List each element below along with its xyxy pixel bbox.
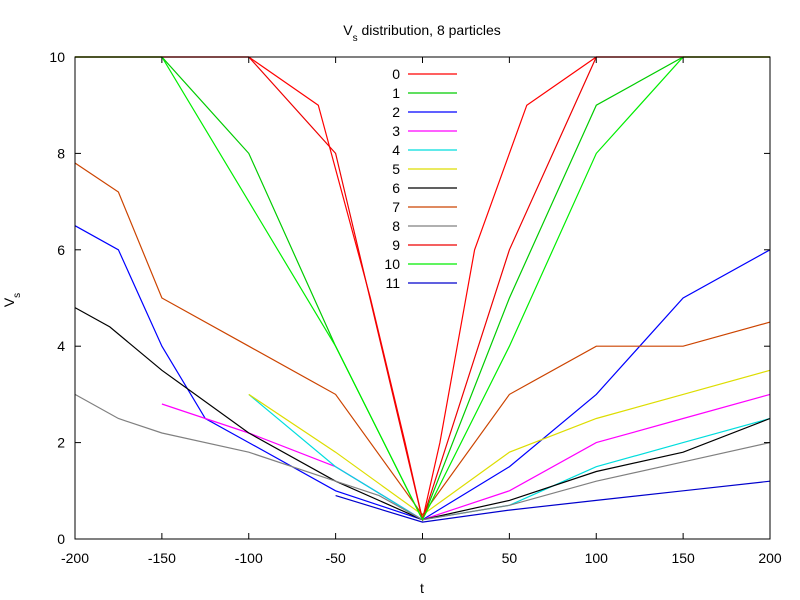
series-line-6 [74, 307, 771, 521]
series-line-3 [161, 393, 771, 521]
x-ticks: -200 -150 -100 -50 0 50 100 150 200 [61, 57, 782, 566]
legend-label-9: 9 [392, 237, 400, 253]
series-line-7 [74, 162, 771, 516]
x-tick-label: -50 [326, 550, 346, 566]
legend-label-11: 11 [385, 275, 400, 291]
y-tick-label: 8 [57, 145, 65, 161]
series-line-10 [75, 56, 770, 522]
legend-label-8: 8 [392, 218, 400, 234]
legend-label-0: 0 [392, 66, 400, 82]
y-tick-label: 2 [57, 435, 65, 451]
series-line-8 [74, 393, 771, 521]
x-tick-label: -150 [148, 550, 176, 566]
x-tick-label: -200 [61, 550, 89, 566]
chart-title: Vs distribution, 8 particles [343, 22, 501, 44]
y-tick-label: 10 [49, 49, 65, 65]
series-line-11 [335, 480, 771, 523]
y-tick-label: 0 [57, 531, 65, 547]
x-tick-label: 150 [671, 550, 695, 566]
y-tick-label: 4 [57, 338, 65, 354]
y-axis-label: Vs [1, 293, 23, 307]
x-tick-label: 50 [502, 550, 518, 566]
legend-label-7: 7 [392, 199, 400, 215]
series-line-5 [248, 369, 771, 516]
legend-label-4: 4 [392, 142, 400, 158]
legend-label-1: 1 [392, 85, 400, 101]
legend-label-10: 10 [384, 256, 400, 272]
x-axis-label: t [420, 580, 424, 596]
series-line-2 [74, 225, 771, 521]
legend-label-2: 2 [392, 104, 400, 120]
legend-label-6: 6 [392, 180, 400, 196]
x-tick-label: 200 [758, 550, 782, 566]
legend-label-5: 5 [392, 161, 400, 177]
x-tick-label: 0 [419, 550, 427, 566]
y-tick-label: 6 [57, 242, 65, 258]
legend: 0 1 2 3 4 5 6 7 8 9 10 11 [384, 66, 457, 291]
legend-label-3: 3 [392, 123, 400, 139]
x-tick-label: 100 [585, 550, 609, 566]
x-tick-label: -100 [235, 550, 263, 566]
